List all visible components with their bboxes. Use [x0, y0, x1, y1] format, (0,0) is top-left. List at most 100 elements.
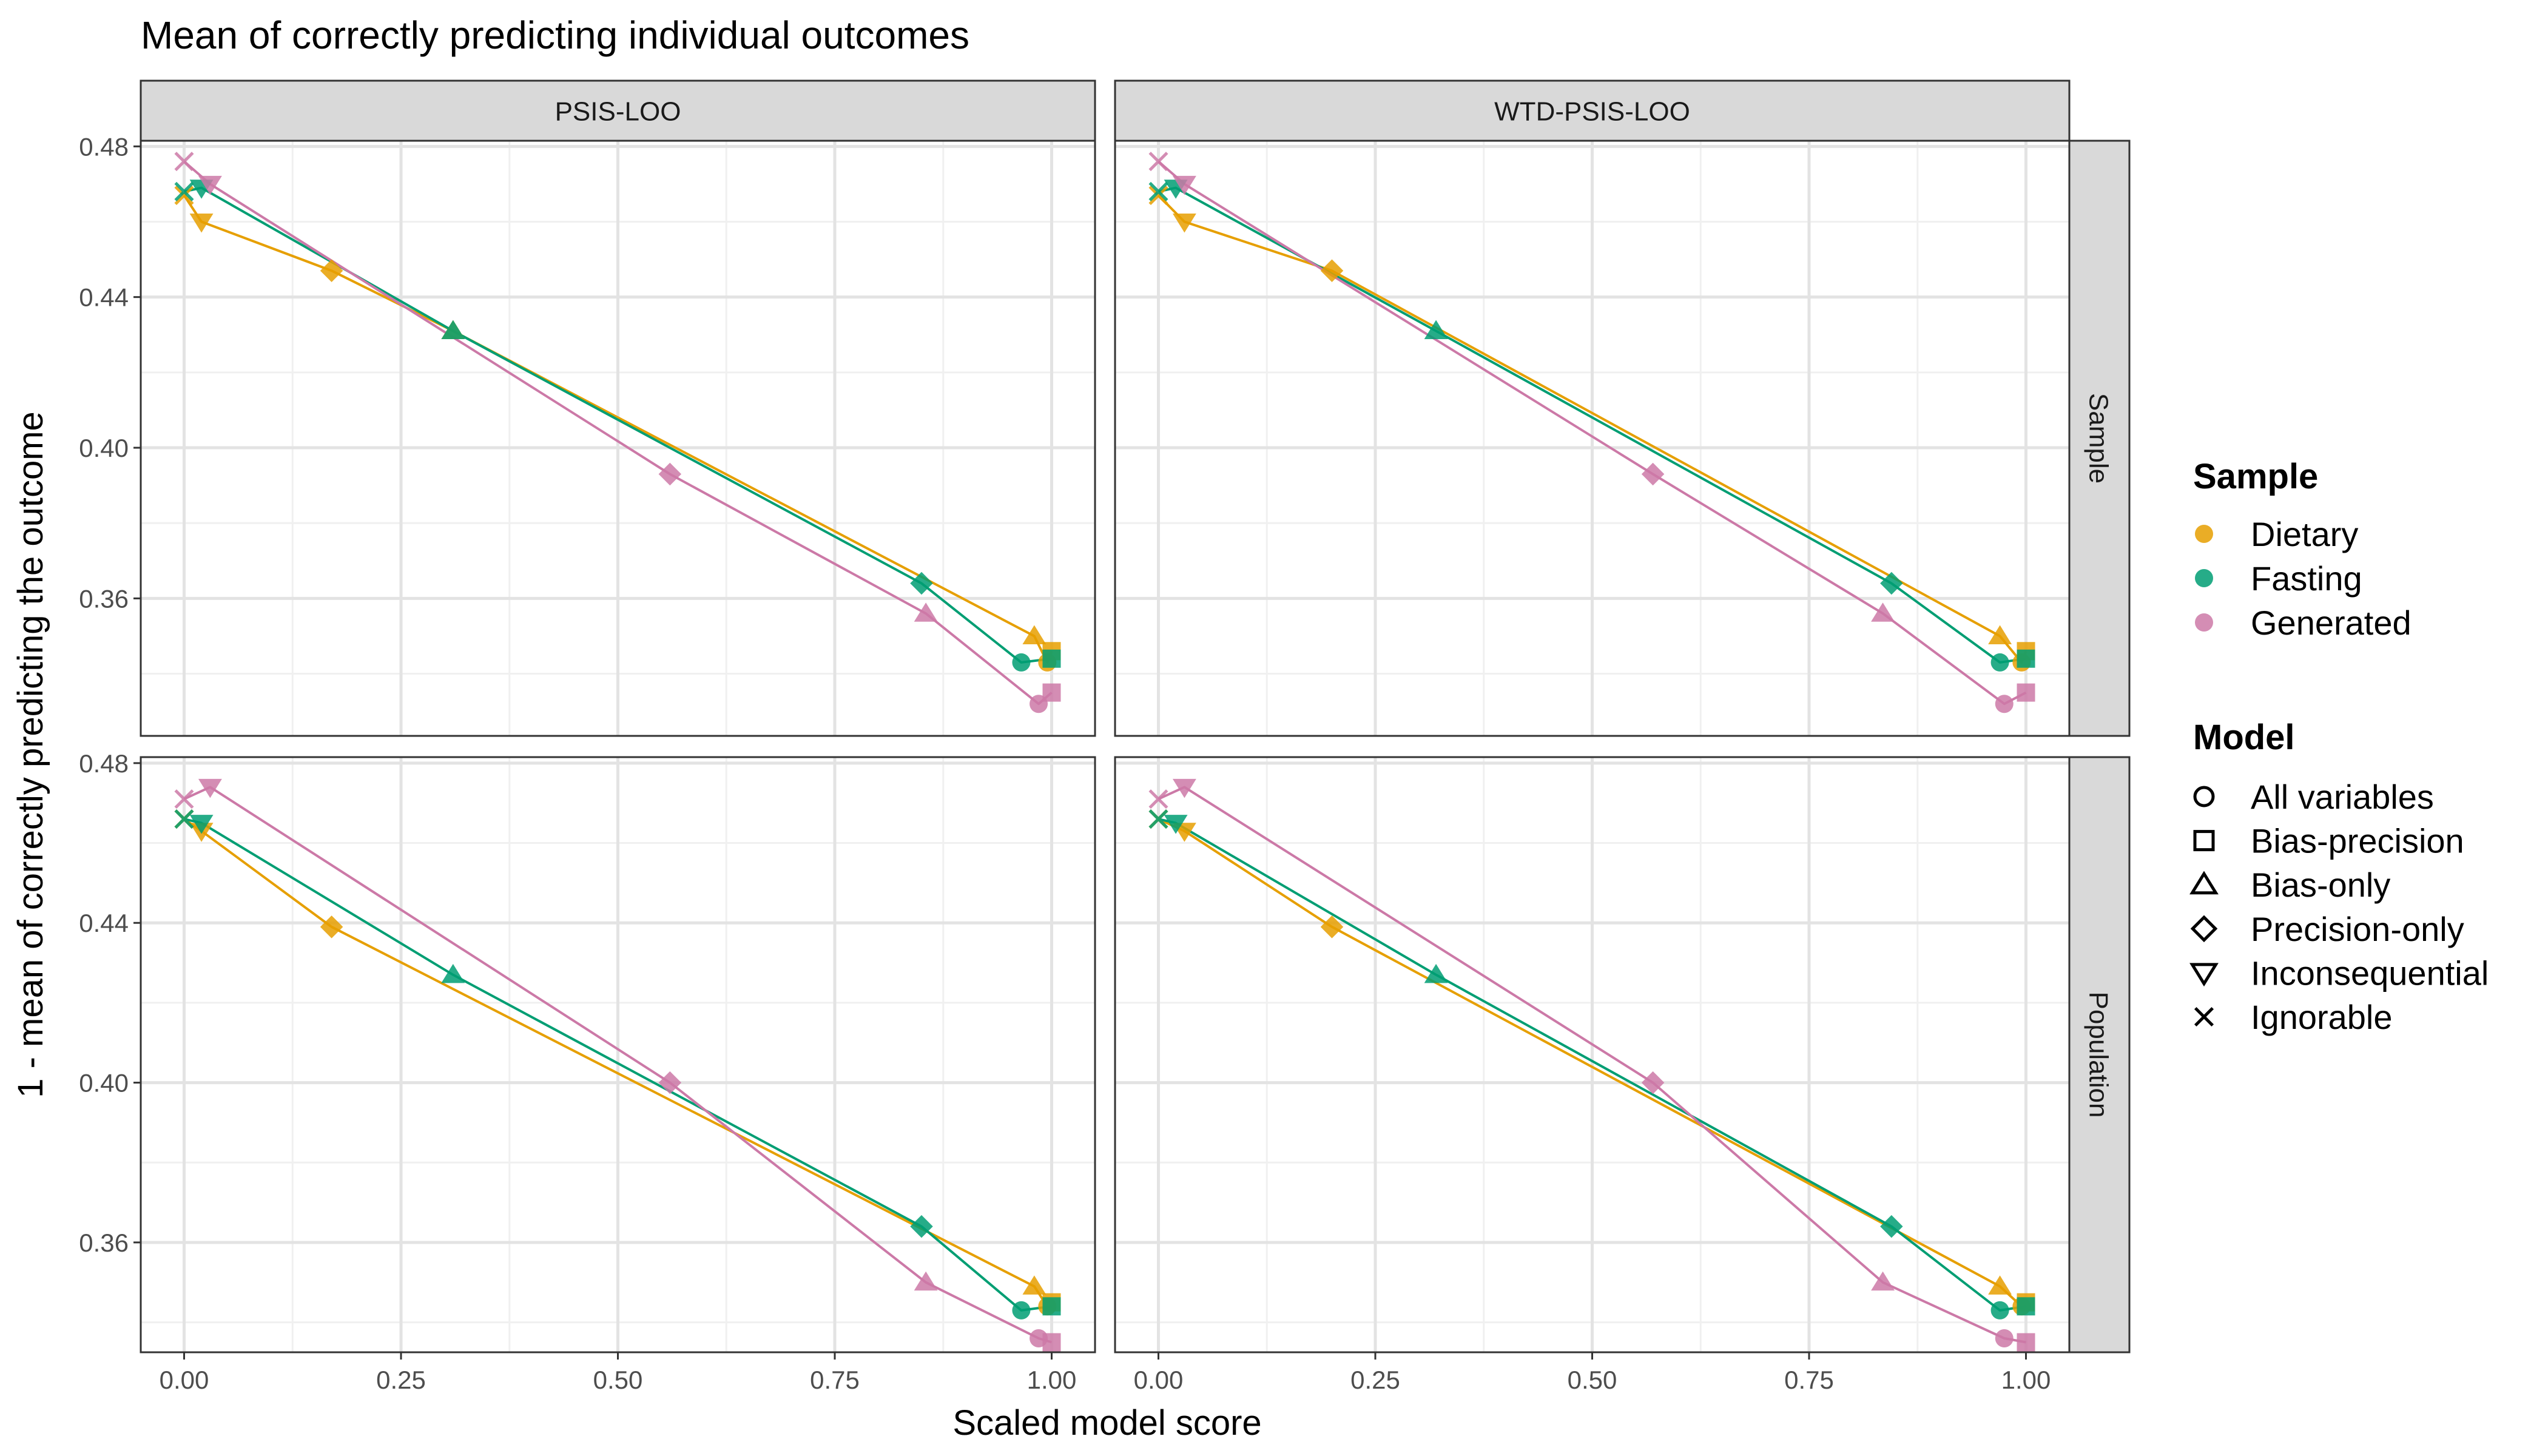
facet-panel: 0.36 0.40 0.44 0.48: [79, 132, 1096, 737]
data-point: [1871, 1271, 1895, 1291]
x-tick-label: 0.25: [1350, 1366, 1400, 1394]
data-point: [441, 320, 465, 340]
x-tick-label: 0.50: [1568, 1366, 1617, 1394]
data-point: [1148, 181, 1168, 201]
data-point: [2017, 649, 2035, 668]
data-point: [174, 789, 194, 809]
data-point: [1880, 1215, 1903, 1238]
x-tick-label: 0.75: [1784, 1366, 1834, 1394]
data-point: [1042, 683, 1061, 702]
legend-key-model: [2193, 786, 2215, 807]
facet-strip-label: PSIS-LOO: [555, 97, 681, 127]
facet-strip-column: [1114, 79, 2071, 142]
data-point: [1148, 186, 1168, 206]
legend-label-sample: Dietary: [2251, 515, 2358, 553]
legend-key-model: [2189, 963, 2219, 987]
y-tick-label: 0.36: [79, 584, 129, 613]
data-point: [189, 213, 214, 233]
legend-title-model: Model: [2193, 718, 2295, 757]
y-tick-label: 0.40: [79, 434, 129, 462]
x-tick-label: 1.00: [1027, 1366, 1077, 1394]
facet-panel: [1114, 140, 2071, 737]
panel-border: [140, 140, 1096, 737]
legend-label-model: Ignorable: [2251, 998, 2393, 1036]
data-point: [1164, 815, 1188, 834]
data-point: [1990, 1301, 2009, 1320]
data-point: [1641, 1071, 1665, 1094]
legend-title-sample: Sample: [2193, 457, 2318, 496]
data-point: [1424, 963, 1448, 983]
data-point: [910, 1215, 933, 1238]
data-point: [914, 602, 938, 622]
data-point: [189, 815, 214, 834]
facet-panels: PSIS-LOO WTD-PSIS-LOO Sample Population 0.36…: [79, 79, 2131, 1394]
data-point: [174, 186, 194, 206]
data-point: [174, 809, 194, 829]
legend-label-model: Bias-only: [2251, 866, 2390, 904]
facet-strip-column: [140, 79, 1096, 142]
data-point: [198, 778, 222, 798]
data-point: [1990, 653, 2009, 672]
data-point: [1042, 649, 1061, 668]
data-point: [1042, 1333, 1061, 1352]
data-point: [1320, 915, 1344, 939]
legend-label-sample: Generated: [2251, 604, 2412, 642]
legend-label-model: Precision-only: [2251, 910, 2464, 948]
data-point: [320, 915, 343, 939]
data-point: [1880, 571, 1903, 595]
y-tick-label: 0.44: [79, 283, 129, 312]
data-point: [1148, 152, 1168, 172]
data-point: [1988, 625, 2012, 644]
y-tick-label: 0.36: [79, 1228, 129, 1257]
y-tick-label: 0.48: [79, 132, 129, 161]
data-point: [2017, 1333, 2035, 1352]
x-tick-label: 0.75: [810, 1366, 860, 1394]
legend-label-model: Bias-precision: [2251, 822, 2464, 860]
legend-key-sample: [2195, 613, 2213, 632]
facet-strip-label: Population: [2084, 992, 2114, 1118]
data-point: [658, 462, 682, 486]
data-point: [1988, 1275, 2012, 1295]
data-point: [2017, 683, 2035, 702]
x-tick-label: 0.25: [376, 1366, 426, 1394]
legend-key-sample: [2195, 569, 2213, 587]
data-point: [174, 152, 194, 172]
data-point: [1172, 213, 1196, 233]
legend: Sample Dietary Fasting Generated Model All va…: [2189, 457, 2489, 1036]
facet-strip-label: WTD-PSIS-LOO: [1494, 97, 1690, 127]
legend-key-model: [2193, 830, 2215, 852]
y-tick-label: 0.48: [79, 749, 129, 778]
data-point: [2017, 1297, 2035, 1316]
data-point: [1424, 320, 1448, 340]
legend-label-model: Inconsequential: [2251, 954, 2489, 992]
x-tick-label: 1.00: [2001, 1366, 2051, 1394]
data-point: [914, 1271, 938, 1291]
facet-panel: 0.00 0.25 0.50 0.75 1.00: [1114, 756, 2071, 1394]
facet-strip-label: Sample: [2084, 393, 2114, 484]
data-point: [1022, 625, 1046, 644]
data-point: [1320, 259, 1344, 282]
data-point: [1148, 809, 1168, 829]
legend-key-sample: [2195, 525, 2213, 543]
data-point: [1012, 1301, 1031, 1320]
y-axis-title: 1 - mean of correctly predicting the out…: [11, 411, 50, 1098]
data-point: [198, 175, 222, 195]
data-point: [910, 571, 933, 595]
data-point: [1995, 695, 2014, 713]
data-point: [441, 963, 465, 983]
legend-label-sample: Fasting: [2251, 559, 2362, 598]
facet-panel: 0.36 0.40 0.44 0.48 0.00 0.25 0.50 0.75 1.00: [79, 749, 1096, 1394]
chart-title: Mean of correctly predicting individual …: [141, 13, 969, 57]
data-point: [1871, 602, 1895, 622]
data-point: [1012, 653, 1031, 672]
data-point: [1995, 1329, 2014, 1347]
x-tick-label: 0.50: [593, 1366, 643, 1394]
y-tick-label: 0.44: [79, 909, 129, 937]
data-point: [1022, 1275, 1046, 1295]
facet-strip-row: [2068, 756, 2131, 1353]
x-axis-title: Scaled model score: [952, 1403, 1261, 1443]
x-tick-label: 0.00: [160, 1366, 209, 1394]
legend-label-model: All variables: [2251, 778, 2434, 816]
legend-key-model: [2194, 1006, 2214, 1027]
